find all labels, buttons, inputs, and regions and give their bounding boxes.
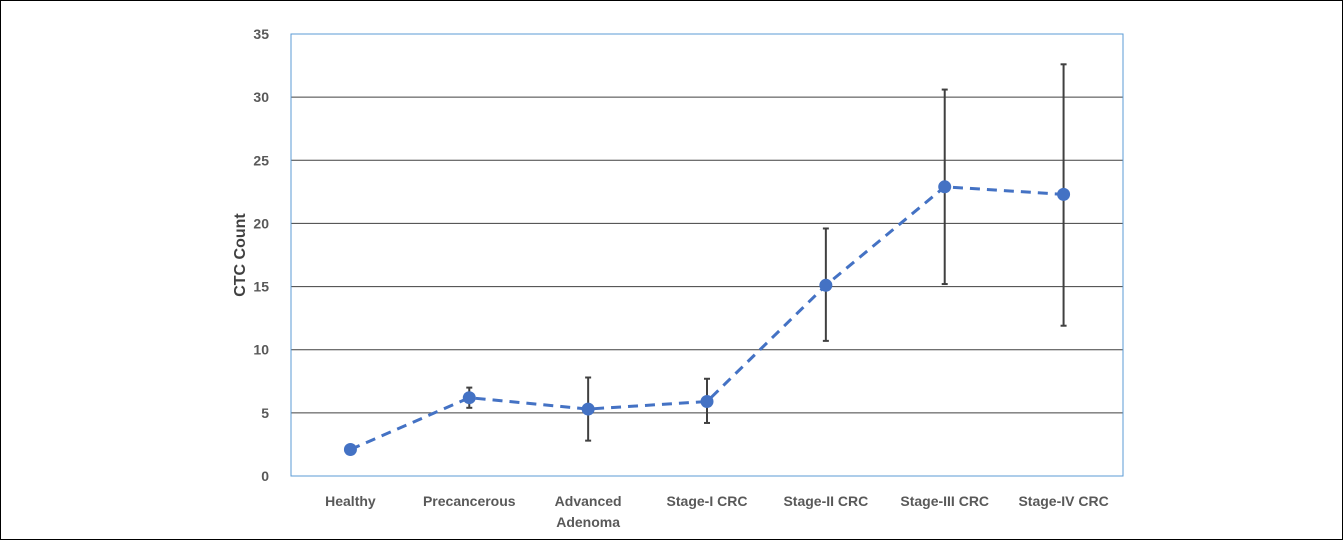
y-tick-label: 30	[253, 89, 269, 105]
plot-area-border	[290, 33, 1124, 477]
data-point	[938, 180, 952, 194]
data-point	[343, 442, 357, 456]
x-tick-label: Stage-IV CRC	[1018, 493, 1108, 509]
gridlines	[291, 96, 1123, 414]
x-tick-label: Advanced Adenoma	[555, 493, 622, 530]
y-tick-label: 35	[253, 26, 269, 42]
data-point	[1057, 187, 1071, 201]
y-tick-label: 0	[261, 468, 269, 484]
y-tick-label: 5	[261, 405, 269, 421]
x-tick-label: Stage-II CRC	[783, 493, 868, 509]
data-point	[462, 391, 476, 405]
y-tick-label: 15	[253, 279, 269, 295]
data-point	[819, 278, 833, 292]
data-points	[343, 180, 1071, 456]
data-point	[581, 402, 595, 416]
x-tick-label: Stage-III CRC	[900, 493, 989, 509]
x-axis-ticks: Healthy Precancerous Advanced Adenoma Stage-…	[325, 493, 1109, 530]
y-axis-ticks: 0 5 10 15 20 25 30 35	[253, 26, 269, 484]
error-bars	[466, 63, 1067, 442]
data-point	[700, 394, 714, 408]
x-tick-label: Healthy	[325, 493, 376, 509]
y-tick-label: 25	[253, 152, 269, 168]
y-tick-label: 10	[253, 342, 269, 358]
y-tick-label: 20	[253, 215, 269, 231]
y-axis-title: CTC Count	[232, 213, 249, 297]
x-tick-label: Stage-I CRC	[667, 493, 748, 509]
x-tick-label: Precancerous	[423, 493, 516, 509]
